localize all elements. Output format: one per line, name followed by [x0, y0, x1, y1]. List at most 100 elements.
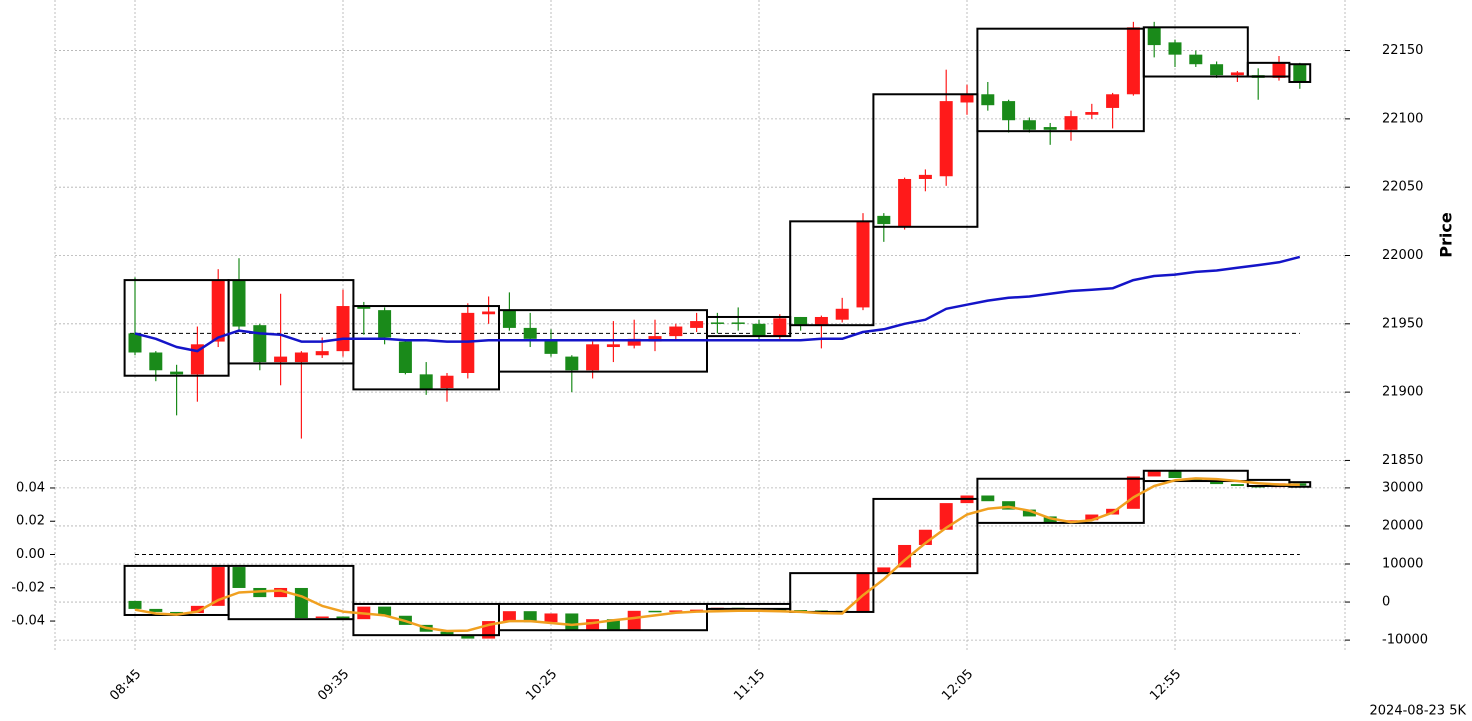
- candle-body: [606, 344, 620, 348]
- candle-body: [1272, 62, 1286, 78]
- candle-body: [378, 606, 392, 616]
- candle-body: [190, 605, 204, 614]
- y-tick-label: 0.02: [16, 514, 45, 529]
- x-tick-label: 11:15: [731, 667, 768, 704]
- candle-body: [669, 610, 683, 612]
- candle-body: [1147, 470, 1161, 477]
- y-tick-label: 22000: [1382, 248, 1423, 263]
- x-tick-label: 10:25: [523, 667, 560, 704]
- candle-body: [856, 573, 870, 612]
- candle-body: [336, 616, 350, 620]
- candle-body: [440, 631, 454, 636]
- candle-body: [232, 280, 246, 327]
- candle-body: [336, 306, 350, 352]
- range-box: [1142, 26, 1249, 78]
- candle-body: [731, 322, 745, 324]
- range-box: [872, 93, 979, 228]
- candle-body: [149, 352, 163, 371]
- candle-body: [648, 610, 662, 613]
- y-tick-label: 0.04: [16, 480, 45, 495]
- y-tick-label: -0.02: [11, 580, 45, 595]
- candle-body: [419, 374, 433, 390]
- candle-body: [856, 221, 870, 308]
- range-box: [976, 27, 1145, 133]
- candle-body: [1085, 514, 1099, 521]
- candle-body: [1230, 72, 1244, 76]
- candle-body: [253, 325, 267, 363]
- x-tick-label: 12:05: [939, 667, 976, 704]
- candle-body: [294, 352, 308, 363]
- range-box: [706, 602, 792, 610]
- candle-body: [170, 611, 184, 614]
- candle-body: [981, 94, 995, 106]
- candle-body: [211, 280, 225, 342]
- range-box: [789, 220, 875, 327]
- y-tick-label: 21900: [1382, 385, 1423, 400]
- candle-body: [1210, 64, 1224, 76]
- candle-body: [294, 587, 308, 619]
- range-box: [227, 564, 355, 621]
- candle-body: [1168, 470, 1182, 478]
- candle-body: [523, 611, 537, 623]
- candle-body: [502, 611, 516, 622]
- candle-body: [898, 178, 912, 227]
- candle-body: [1210, 480, 1224, 485]
- candle-body: [1043, 127, 1057, 130]
- y-tick-label: 22050: [1382, 180, 1423, 195]
- y2-tick-label: -10000: [1382, 633, 1428, 648]
- candle-body: [814, 316, 828, 326]
- candle-body: [627, 610, 641, 630]
- x-tick-label: 09:35: [315, 667, 352, 704]
- candle-body: [586, 619, 600, 631]
- x-tick-label: 08:45: [107, 667, 144, 704]
- y-tick-label: 21950: [1382, 316, 1423, 331]
- candle-body: [877, 215, 891, 225]
- range-box: [706, 315, 792, 338]
- candle-body: [461, 635, 475, 639]
- candle-body: [502, 310, 516, 328]
- y2-tick-label: 0: [1382, 595, 1390, 610]
- candle-body: [565, 356, 579, 371]
- candle-body: [440, 375, 454, 389]
- candle-body: [1002, 101, 1016, 121]
- candle-body: [232, 567, 246, 588]
- y-tick-label: 0.00: [16, 547, 45, 562]
- candle-body: [960, 94, 974, 103]
- candle-body: [274, 587, 288, 598]
- candle-body: [274, 356, 288, 363]
- candle-body: [1189, 54, 1203, 65]
- range-box: [1142, 469, 1249, 483]
- candle-body: [669, 326, 683, 337]
- candle-body: [1126, 27, 1140, 95]
- candle-body: [939, 101, 953, 177]
- candle-body: [128, 333, 142, 353]
- candle-body: [1147, 27, 1161, 46]
- candle-body: [128, 600, 142, 609]
- candle-body: [794, 316, 808, 326]
- candle-body: [1230, 484, 1244, 486]
- candle-body: [170, 371, 184, 375]
- candle-body: [1064, 116, 1078, 130]
- candle-body: [710, 322, 724, 324]
- candle-body: [648, 336, 662, 342]
- y-tick-label: -0.04: [11, 614, 45, 629]
- candle-body: [939, 503, 953, 530]
- candle-body: [398, 341, 412, 373]
- candle-body: [606, 619, 620, 630]
- y-axis-label: Price: [1437, 212, 1456, 258]
- candle-body: [315, 351, 329, 356]
- candle-body: [1126, 476, 1140, 509]
- range-box: [872, 497, 979, 575]
- candle-body: [877, 567, 891, 574]
- candle-body: [752, 323, 766, 337]
- candle-body: [773, 318, 787, 337]
- candle-body: [565, 613, 579, 631]
- candle-body: [544, 613, 558, 623]
- indicator-line: [134, 255, 1301, 353]
- y-tick-label: 22100: [1382, 111, 1423, 126]
- candle-body: [918, 174, 932, 179]
- candle-body: [835, 308, 849, 320]
- candle-body: [1168, 42, 1182, 55]
- candle-body: [1022, 509, 1036, 517]
